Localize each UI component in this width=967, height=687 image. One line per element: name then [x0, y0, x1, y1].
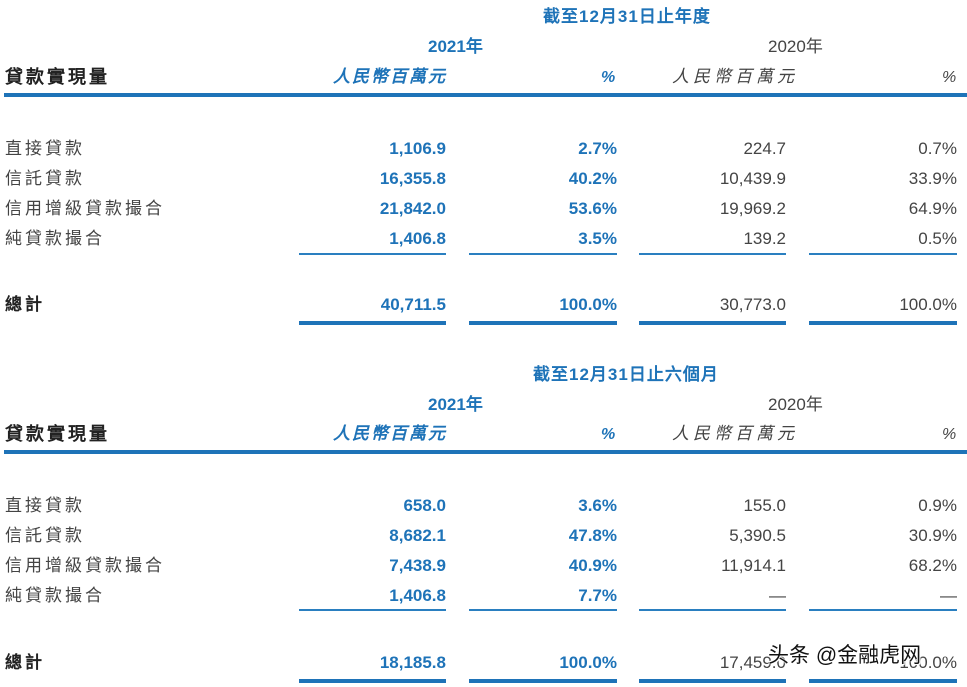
unit-header-2021: 人民幣百萬元 — [333, 424, 447, 443]
year-2021-header: 2021年 — [428, 395, 483, 414]
amount-2021: 658.0 — [403, 496, 446, 515]
total-rule — [639, 321, 786, 325]
pct-2020: — — [940, 586, 957, 605]
amount-2021: 7,438.9 — [389, 556, 446, 575]
amount-2021: 1,406.8 — [389, 229, 446, 248]
total-rule — [639, 679, 786, 683]
pct-2021: 53.6% — [568, 199, 617, 218]
total-rule — [469, 679, 617, 683]
row-label: 直接貸款 — [5, 496, 85, 515]
amount-2021: 16,355.8 — [379, 169, 446, 188]
subtotal-rule — [299, 253, 446, 255]
pct-2020: 68.2% — [908, 556, 957, 575]
total-amount-2020: 17,459.0 — [719, 653, 786, 672]
total-amount-2020: 30,773.0 — [719, 295, 786, 314]
amount-2020: — — [769, 586, 786, 605]
row-label: 信用增級貸款撮合 — [5, 199, 165, 218]
pct-2021: 7.7% — [578, 586, 617, 605]
total-rule — [299, 321, 446, 325]
subtotal-rule — [639, 609, 786, 611]
unit-header-2021: 人民幣百萬元 — [333, 67, 447, 86]
amount-2020: 155.0 — [743, 496, 786, 515]
amount-2021: 1,406.8 — [389, 586, 446, 605]
pct-2021: 2.7% — [578, 139, 617, 158]
table-title: 貸款實現量 — [5, 67, 110, 87]
header-rule — [4, 450, 967, 454]
amount-2020: 10,439.9 — [719, 169, 786, 188]
row-label: 信託貸款 — [5, 526, 85, 545]
subtotal-rule — [809, 609, 957, 611]
period-title: 截至12月31日止年度 — [543, 7, 711, 26]
watermark: 头条 @金融虎网 — [768, 644, 922, 667]
amount-2020: 11,914.1 — [721, 556, 786, 575]
pct-2020: 0.9% — [918, 496, 957, 515]
pct-header-2020: % — [942, 426, 957, 443]
pct-2020: 30.9% — [908, 526, 957, 545]
amount-2021: 1,106.9 — [389, 139, 446, 158]
row-label: 信用增級貸款撮合 — [5, 556, 165, 575]
unit-header-2020: 人民幣百萬元 — [672, 424, 798, 443]
total-pct-2021: 100.0% — [559, 653, 617, 672]
pct-2020: 33.9% — [908, 169, 957, 188]
period-title: 截至12月31日止六個月 — [533, 365, 719, 384]
subtotal-rule — [469, 609, 617, 611]
subtotal-rule — [299, 609, 446, 611]
row-label: 純貸款撮合 — [5, 586, 105, 605]
header-rule — [4, 93, 967, 97]
amount-2020: 224.7 — [743, 139, 786, 158]
pct-2021: 3.5% — [578, 229, 617, 248]
amount-2020: 5,390.5 — [729, 526, 786, 545]
total-label: 總計 — [5, 295, 45, 314]
row-label: 純貸款撮合 — [5, 229, 105, 248]
amount-2021: 8,682.1 — [389, 526, 446, 545]
pct-header-2021: % — [601, 69, 616, 86]
year-2021-header: 2021年 — [428, 37, 483, 56]
pct-2021: 47.8% — [568, 526, 617, 545]
pct-2021: 40.2% — [568, 169, 617, 188]
total-rule — [469, 321, 617, 325]
total-pct-2020: 100.0% — [899, 295, 957, 314]
amount-2020: 19,969.2 — [719, 199, 786, 218]
total-amount-2021: 18,185.8 — [379, 653, 446, 672]
pct-2020: 0.7% — [918, 139, 957, 158]
total-label: 總計 — [5, 653, 45, 672]
total-rule — [809, 321, 957, 325]
year-2020-header: 2020年 — [768, 395, 823, 414]
subtotal-rule — [639, 253, 786, 255]
subtotal-rule — [469, 253, 617, 255]
subtotal-rule — [809, 253, 957, 255]
total-rule — [299, 679, 446, 683]
pct-2020: 0.5% — [918, 229, 957, 248]
pct-2021: 40.9% — [568, 556, 617, 575]
unit-header-2020: 人民幣百萬元 — [672, 67, 798, 86]
year-2020-header: 2020年 — [768, 37, 823, 56]
row-label: 信託貸款 — [5, 169, 85, 188]
total-pct-2021: 100.0% — [559, 295, 617, 314]
pct-header-2021: % — [601, 426, 616, 443]
pct-2021: 3.6% — [578, 496, 617, 515]
pct-header-2020: % — [942, 69, 957, 86]
table-title: 貸款實現量 — [5, 424, 110, 444]
total-rule — [809, 679, 957, 683]
amount-2020: 139.2 — [743, 229, 786, 248]
pct-2020: 64.9% — [908, 199, 957, 218]
total-amount-2021: 40,711.5 — [380, 295, 446, 314]
total-pct-2020: 100.0% — [899, 653, 957, 672]
loan-volume-table-annual: 截至12月31日止年度 2021年 2020年 貸款實現量 人民幣百萬元 % 人… — [0, 0, 967, 340]
row-label: 直接貸款 — [5, 139, 85, 158]
amount-2021: 21,842.0 — [379, 199, 446, 218]
